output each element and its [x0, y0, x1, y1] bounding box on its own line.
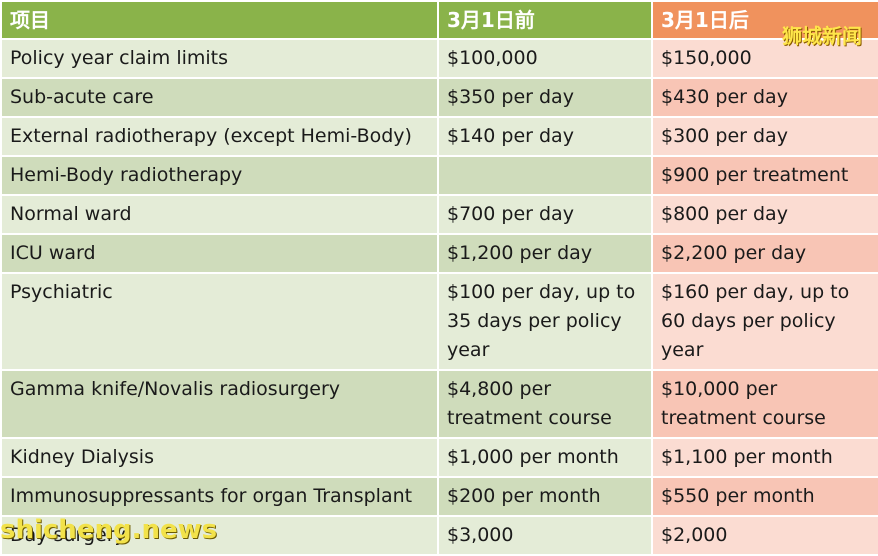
- row-after: $2,200 per day: [651, 233, 878, 274]
- row-before: $100 per day, up to 35 days per policy y…: [437, 272, 653, 371]
- row-after: $150,000: [651, 38, 878, 79]
- watermark-top: 狮城新闻: [782, 24, 862, 48]
- table-row: Hemi-Body radiotherapy $900 per treatmen…: [0, 155, 878, 196]
- row-before: $1,000 per month: [437, 437, 653, 478]
- table-row: Day surgery $3,000 $2,000: [0, 515, 878, 556]
- row-item: Policy year claim limits: [0, 38, 439, 79]
- row-before: $4,800 per treatment course: [437, 369, 653, 439]
- row-before: $100,000: [437, 38, 653, 79]
- row-item: Immunosuppressants for organ Transplant: [0, 476, 439, 517]
- row-after: $300 per day: [651, 116, 878, 157]
- table-row: Normal ward $700 per day $800 per day: [0, 194, 878, 235]
- row-after: $550 per month: [651, 476, 878, 517]
- row-after: $430 per day: [651, 77, 878, 118]
- row-item: Sub-acute care: [0, 77, 439, 118]
- row-item: Day surgery: [0, 515, 439, 556]
- header-item: 项目: [0, 0, 439, 40]
- row-after: $160 per day, up to 60 days per policy y…: [651, 272, 878, 371]
- row-item: Kidney Dialysis: [0, 437, 439, 478]
- row-after: $1,100 per month: [651, 437, 878, 478]
- table-row: Kidney Dialysis $1,000 per month $1,100 …: [0, 437, 878, 478]
- row-before: $1,200 per day: [437, 233, 653, 274]
- table-header-row: 项目 3月1日前 3月1日后: [0, 0, 878, 40]
- row-before: [437, 155, 653, 196]
- row-before: $700 per day: [437, 194, 653, 235]
- row-after: $10,000 per treatment course: [651, 369, 878, 439]
- table-row: External radiotherapy (except Hemi-Body)…: [0, 116, 878, 157]
- table-row: Immunosuppressants for organ Transplant …: [0, 476, 878, 517]
- table-row: Psychiatric $100 per day, up to 35 days …: [0, 272, 878, 371]
- header-before-march-1: 3月1日前: [437, 0, 653, 40]
- row-before: $3,000: [437, 515, 653, 556]
- row-item: Hemi-Body radiotherapy: [0, 155, 439, 196]
- row-before: $350 per day: [437, 77, 653, 118]
- row-item: External radiotherapy (except Hemi-Body): [0, 116, 439, 157]
- row-before: $140 per day: [437, 116, 653, 157]
- row-after: $800 per day: [651, 194, 878, 235]
- table-row: Sub-acute care $350 per day $430 per day: [0, 77, 878, 118]
- row-item: Normal ward: [0, 194, 439, 235]
- row-after: $2,000: [651, 515, 878, 556]
- table-row: Policy year claim limits $100,000 $150,0…: [0, 38, 878, 79]
- row-item: Psychiatric: [0, 272, 439, 371]
- row-after: $900 per treatment: [651, 155, 878, 196]
- table-row: Gamma knife/Novalis radiosurgery $4,800 …: [0, 369, 878, 439]
- row-item: Gamma knife/Novalis radiosurgery: [0, 369, 439, 439]
- row-item: ICU ward: [0, 233, 439, 274]
- row-before: $200 per month: [437, 476, 653, 517]
- header-after-march-1: 3月1日后: [651, 0, 878, 40]
- table-row: ICU ward $1,200 per day $2,200 per day: [0, 233, 878, 274]
- watermark-bottom: shicheng.news: [0, 515, 218, 545]
